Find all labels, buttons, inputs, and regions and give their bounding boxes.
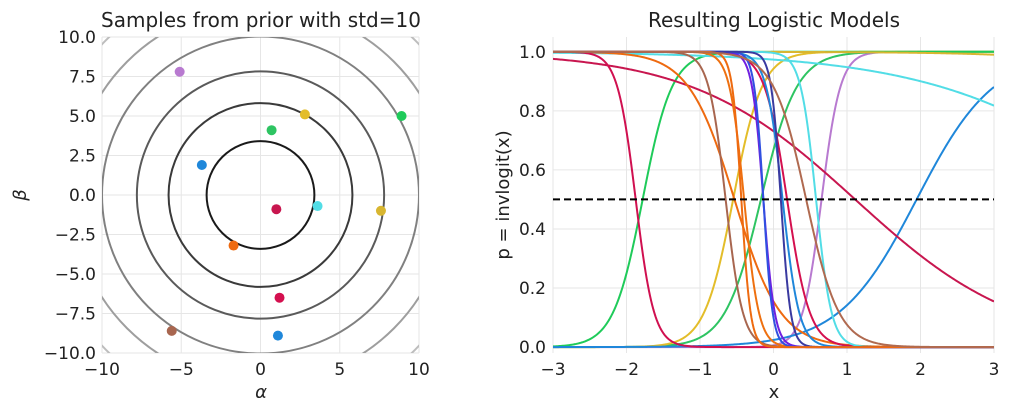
sample-point xyxy=(274,292,285,303)
right-chart-title: Resulting Logistic Models xyxy=(648,8,900,32)
logistic-models-chart: Resulting Logistic Models −3 −2 −1 0 1 2 3 1.0… xyxy=(493,8,999,403)
prior-contour-circle xyxy=(135,70,386,320)
left-y-tick: 2.5 xyxy=(69,147,96,167)
right-x-tick-labels: −3 −2 −1 0 1 2 3 xyxy=(540,360,999,380)
sample-point xyxy=(312,201,323,212)
left-x-tick: 10 xyxy=(408,360,430,380)
right-x-tick: −1 xyxy=(687,360,712,380)
logistic-curve xyxy=(553,86,994,349)
right-y-tick: 0.6 xyxy=(519,161,546,181)
right-x-tick: 1 xyxy=(842,360,853,380)
right-x-tick: −3 xyxy=(540,360,565,380)
left-x-tick: −10 xyxy=(84,360,120,380)
right-y-tick-labels: 1.0 0.8 0.6 0.4 0.2 0.0 xyxy=(519,43,546,358)
right-y-tick: 0.8 xyxy=(519,102,546,122)
sample-point xyxy=(196,159,207,170)
left-chart-title: Samples from prior with std=10 xyxy=(101,8,421,32)
right-y-tick: 0.2 xyxy=(519,279,546,299)
right-x-axis-label: x xyxy=(769,382,780,403)
logistic-curves xyxy=(553,50,994,349)
left-gridlines xyxy=(101,36,420,354)
left-x-axis-label: α xyxy=(255,382,267,403)
left-y-tick: 10.0 xyxy=(58,28,96,48)
left-y-tick: −2.5 xyxy=(55,226,96,246)
logistic-curve xyxy=(553,50,994,349)
right-x-tick: −2 xyxy=(614,360,639,380)
left-y-tick: −7.5 xyxy=(55,305,96,325)
left-x-tick-labels: −10 −5 0 5 10 xyxy=(84,360,430,380)
sample-point xyxy=(272,330,283,341)
sample-point xyxy=(174,66,185,77)
sample-point xyxy=(375,205,386,216)
right-x-tick: 2 xyxy=(915,360,926,380)
left-y-tick: 7.5 xyxy=(69,68,96,88)
right-x-tick: 3 xyxy=(989,360,1000,380)
prior-samples-chart: Samples from prior with std=10 −10 −5 0 5 10… xyxy=(10,8,430,403)
left-y-axis-label: β xyxy=(10,189,31,202)
right-y-tick: 1.0 xyxy=(519,43,546,63)
sample-point xyxy=(228,240,239,251)
prior-sample-points xyxy=(166,66,407,341)
left-y-tick-labels: 10.0 7.5 5.0 2.5 0.0 −2.5 −5.0 −7.5 −10.0 xyxy=(44,28,96,364)
sample-point xyxy=(396,111,407,121)
left-y-tick: −10.0 xyxy=(44,344,96,364)
sample-point xyxy=(299,109,310,120)
right-x-tick: 0 xyxy=(768,360,779,380)
left-x-tick: 0 xyxy=(255,360,266,380)
right-y-axis-label: p = invlogit(x) xyxy=(493,130,514,259)
prior-contours xyxy=(102,37,419,353)
sample-point xyxy=(271,204,282,215)
left-x-tick: −5 xyxy=(169,360,194,380)
right-y-tick: 0.0 xyxy=(519,338,546,358)
left-y-tick: 0.0 xyxy=(69,186,96,206)
left-y-tick: −5.0 xyxy=(55,265,96,285)
left-y-tick: 5.0 xyxy=(69,107,96,127)
sample-point xyxy=(266,125,277,136)
prior-contour-circle xyxy=(205,140,316,250)
sample-point xyxy=(166,325,177,336)
prior-contour-circle xyxy=(167,102,354,288)
right-y-tick: 0.4 xyxy=(519,220,546,240)
left-x-tick: 5 xyxy=(334,360,345,380)
